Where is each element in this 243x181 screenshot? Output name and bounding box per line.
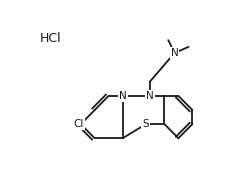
Text: N: N xyxy=(171,48,178,58)
Text: N: N xyxy=(119,91,126,101)
Text: N: N xyxy=(146,91,154,101)
Text: S: S xyxy=(143,119,149,129)
Text: HCl: HCl xyxy=(40,32,61,45)
Text: Cl: Cl xyxy=(73,119,84,129)
